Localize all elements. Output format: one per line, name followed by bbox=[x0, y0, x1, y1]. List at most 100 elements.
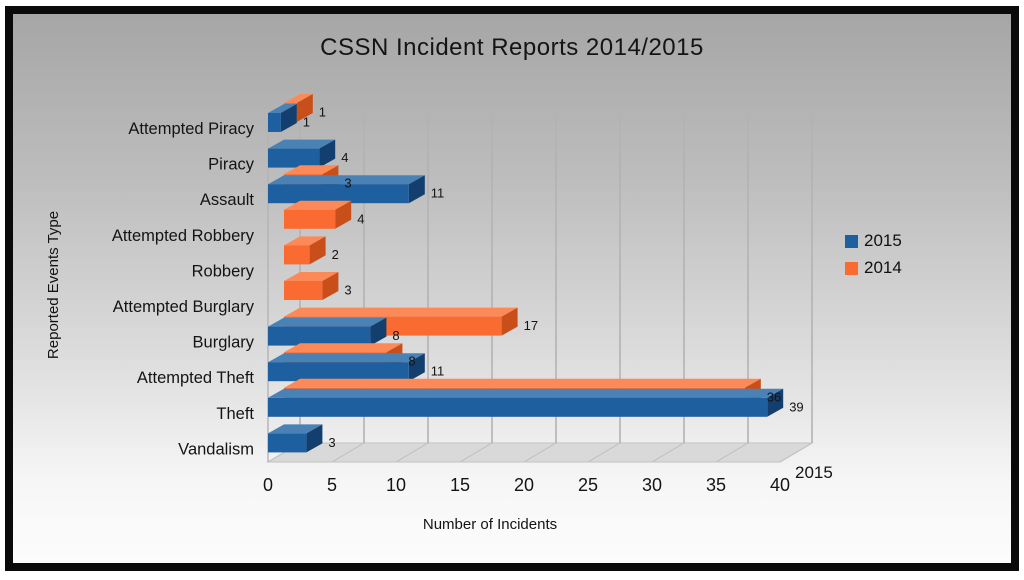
bar-front-face bbox=[268, 326, 371, 346]
y-axis-title: Reported Events Type bbox=[45, 211, 62, 359]
category-label: Piracy bbox=[208, 156, 255, 174]
bar-2014-attempted-burglary bbox=[284, 272, 339, 300]
category-label: Attempted Robbery bbox=[112, 227, 255, 245]
bar-top-face bbox=[268, 424, 323, 434]
bar-side-face bbox=[319, 139, 336, 168]
gridline-floor bbox=[395, 442, 429, 463]
value-label-2014: 36 bbox=[767, 389, 781, 404]
bar-side-face bbox=[309, 236, 326, 265]
bar-top-face bbox=[284, 94, 313, 103]
bar-side-face bbox=[501, 307, 518, 336]
bar-front-face bbox=[268, 433, 307, 453]
bar-top-face bbox=[268, 104, 297, 113]
value-label-2015: 3 bbox=[328, 435, 335, 450]
category-label: Burglary bbox=[193, 334, 255, 352]
gridline-floor bbox=[715, 442, 749, 463]
bar-top-face bbox=[284, 236, 326, 246]
legend-label-2014: 2014 bbox=[864, 258, 902, 277]
bar-top-face bbox=[268, 175, 425, 185]
value-label-2014: 3 bbox=[344, 176, 351, 191]
bar-top-face bbox=[268, 317, 387, 327]
gridline-floor bbox=[459, 442, 493, 463]
x-axis-title: Number of Incidents bbox=[423, 516, 557, 533]
wall-top-edge bbox=[267, 92, 301, 113]
bar-2014-attempted-robbery bbox=[284, 200, 352, 229]
bar-top-face bbox=[284, 307, 518, 317]
bar-top-face bbox=[268, 353, 425, 363]
value-label-2015: 39 bbox=[789, 399, 803, 414]
gridline-floor bbox=[779, 442, 813, 463]
labels-layer: 0 5 10 15 20 25 30 35 40 Attempted Piracy Piracy As… bbox=[112, 105, 804, 496]
x-tick-label: 15 bbox=[450, 475, 470, 495]
chart-legend: 2015 2014 bbox=[845, 231, 902, 278]
category-label: Vandalism bbox=[178, 440, 254, 458]
x-tick-label: 10 bbox=[386, 475, 406, 495]
value-label-2014: 4 bbox=[357, 211, 364, 226]
bar-side-face bbox=[280, 104, 297, 132]
value-label-2014: 1 bbox=[319, 105, 326, 120]
bar-side-face bbox=[370, 317, 387, 346]
bar-side-face bbox=[306, 424, 323, 453]
category-label: Assault bbox=[200, 191, 255, 209]
bar-2015-attempted-piracy bbox=[268, 104, 297, 132]
bar-front-face bbox=[284, 209, 336, 229]
gridline-floor bbox=[651, 442, 685, 463]
bar-side-face bbox=[408, 353, 425, 382]
x-tick-label: 5 bbox=[327, 475, 337, 495]
bar-side-face bbox=[296, 94, 313, 122]
bar-top-face bbox=[284, 343, 403, 353]
bar-2015-assault bbox=[268, 175, 425, 204]
category-label: Attempted Theft bbox=[137, 369, 255, 387]
value-label-2014: 17 bbox=[524, 318, 538, 333]
bar-side-face bbox=[767, 388, 784, 417]
value-label-2015: 8 bbox=[392, 328, 399, 343]
bar-top-face bbox=[284, 200, 352, 210]
bar-top-face bbox=[284, 165, 339, 175]
value-label-2014: 3 bbox=[344, 283, 351, 298]
x-tick-label: 25 bbox=[578, 475, 598, 495]
category-label: Attempted Burglary bbox=[113, 298, 255, 316]
bar-2014-robbery bbox=[284, 236, 326, 265]
category-label: Theft bbox=[216, 405, 254, 423]
value-label-2015: 11 bbox=[431, 364, 445, 379]
bar-front-face bbox=[268, 397, 768, 417]
bar-2015-piracy bbox=[268, 139, 336, 168]
bar-2015-burglary bbox=[268, 317, 387, 346]
bar-front-face bbox=[268, 362, 409, 382]
bar-2015-theft bbox=[268, 388, 784, 417]
category-label: Attempted Piracy bbox=[128, 120, 254, 138]
image-frame: CSSN Incident Reports 2014/2015 0 5 10 15 20… bbox=[5, 6, 1019, 571]
bar-top-face bbox=[268, 139, 336, 149]
value-label-2014: 8 bbox=[408, 354, 415, 369]
bar-front-face bbox=[268, 184, 409, 204]
bar-front-face bbox=[268, 113, 281, 132]
chart-title: CSSN Incident Reports 2014/2015 bbox=[320, 34, 704, 61]
value-label-2015: 11 bbox=[431, 186, 445, 201]
legend-swatch-2015-icon bbox=[845, 234, 858, 248]
legend-item-2014: 2014 bbox=[845, 258, 902, 278]
bar-2015-vandalism bbox=[268, 424, 323, 453]
value-label-2015: 1 bbox=[303, 115, 310, 130]
value-label-2014: 2 bbox=[332, 247, 339, 262]
bar-side-face bbox=[322, 272, 339, 300]
gridline-floor bbox=[587, 442, 621, 463]
x-tick-label: 0 bbox=[263, 475, 273, 495]
bar-front-face bbox=[284, 281, 323, 300]
bar-side-face bbox=[408, 175, 425, 204]
bar-front-face bbox=[284, 245, 310, 265]
bar-2015-attempted-theft bbox=[268, 353, 425, 382]
gridline-floor bbox=[523, 442, 557, 463]
x-tick-label: 20 bbox=[514, 475, 534, 495]
value-label-2015: 4 bbox=[341, 150, 348, 165]
x-tick-label: 40 bbox=[770, 475, 790, 495]
bar-top-face bbox=[284, 378, 761, 388]
x-tick-label: 35 bbox=[706, 475, 726, 495]
bar-top-face bbox=[284, 272, 339, 281]
x-tick-label: 30 bbox=[642, 475, 662, 495]
category-label: Robbery bbox=[192, 262, 255, 280]
bar-front-face bbox=[268, 148, 320, 168]
legend-item-2015: 2015 bbox=[845, 231, 902, 251]
bars-layer bbox=[268, 94, 784, 453]
